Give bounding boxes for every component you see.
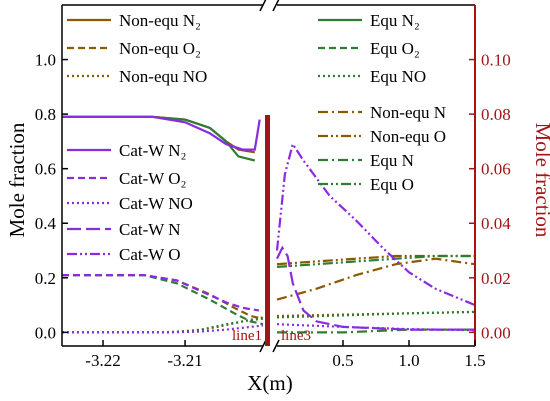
line1-annotation: line1	[232, 328, 262, 344]
legend-label: Equ N₂	[370, 11, 420, 30]
x-right-tick-label: 0.5	[332, 351, 353, 370]
y-left-tick-label: 0.6	[35, 160, 56, 179]
series-line-5-left	[62, 317, 264, 334]
y-right-tick-label: 0.10	[481, 51, 511, 70]
y-left-axis-title: Mole fraction	[5, 122, 29, 237]
y-left-tick-label: 0.4	[35, 214, 57, 233]
series-line-9-right	[276, 254, 475, 268]
legend-label: Non-equ O₂	[119, 39, 201, 58]
legend-label: Non-equ NO	[119, 67, 207, 86]
series-line-4-left	[62, 274, 264, 326]
y-right-axis-title: Mole fraction	[531, 123, 550, 238]
x-axis-title: X(m)	[247, 371, 293, 395]
legend-label: Cat-W N	[119, 220, 181, 239]
y-right-tick-label: 0.06	[481, 160, 511, 179]
legend-label: Non-equ O	[370, 127, 446, 146]
series-line-11-left	[62, 274, 260, 312]
y-left-tick-label: 0.8	[35, 105, 56, 124]
x-right-tick-label: 1.5	[464, 351, 485, 370]
legend-label: Cat-W O	[119, 245, 181, 264]
y-right-tick-label: 0.00	[481, 323, 511, 342]
axis-break-top-2	[272, 0, 280, 12]
axis-break-top-1	[259, 0, 267, 12]
y-left-tick-label: 1.0	[35, 51, 56, 70]
line3-annotation: line3	[281, 328, 311, 344]
x-left-tick-label: -3.22	[85, 351, 120, 370]
legend-label: Non-equ N₂	[119, 11, 201, 30]
legend-label: Cat-W N₂	[119, 141, 186, 160]
x-left-tick-label: -3.21	[167, 351, 202, 370]
legend-label: Non-equ N	[370, 103, 446, 122]
x-right-tick-label: 1.0	[398, 351, 419, 370]
y-left-tick-label: 0.0	[35, 323, 56, 342]
y-left-tick-label: 0.2	[35, 269, 56, 288]
series-line-13-right	[276, 245, 475, 331]
y-right-tick-label: 0.02	[481, 269, 511, 288]
series-line-10-left	[62, 115, 261, 151]
y-right-tick-label: 0.08	[481, 105, 511, 124]
axis-break-bottom-2	[272, 339, 280, 353]
legend-label: Equ NO	[370, 67, 426, 86]
legend-label: Equ N	[370, 151, 414, 170]
series-line-12-left	[62, 324, 264, 334]
legend-label: Cat-W NO	[119, 194, 193, 213]
legend-label: Equ O	[370, 175, 414, 194]
series-line-5-right	[276, 310, 476, 319]
legend-label: Equ O₂	[370, 39, 420, 58]
series-line-6-right	[276, 257, 476, 301]
series-line-14-right	[275, 141, 476, 307]
legend-label: Cat-W O₂	[119, 169, 186, 188]
y-right-tick-label: 0.04	[481, 214, 511, 233]
